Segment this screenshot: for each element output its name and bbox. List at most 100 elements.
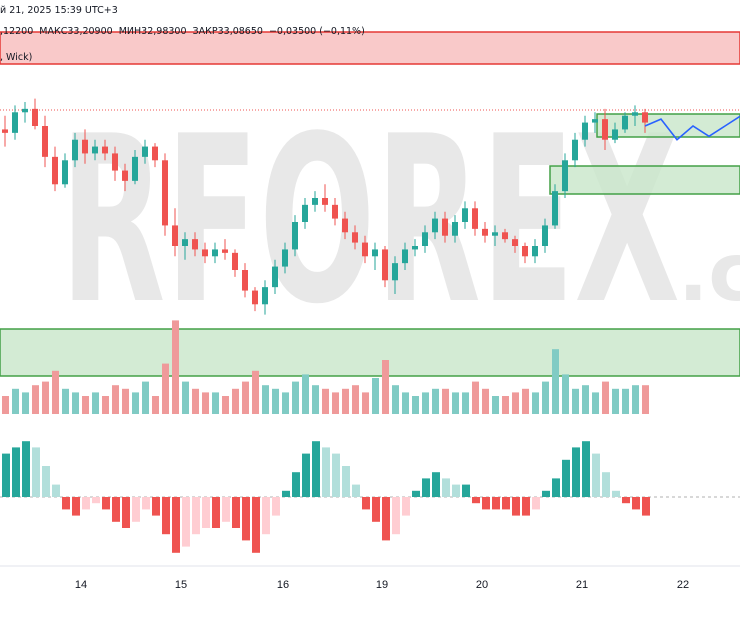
oscillator-bar <box>122 497 130 528</box>
volume-bar <box>152 396 159 414</box>
candle-body <box>52 156 58 185</box>
volume-bar <box>2 396 9 414</box>
volume-bar <box>172 320 179 414</box>
oscillator-bar <box>12 447 20 497</box>
candle-body <box>292 222 298 250</box>
volume-bar <box>362 392 369 414</box>
candle-body <box>322 198 328 205</box>
candle-body <box>562 160 568 192</box>
candle-body <box>642 112 648 123</box>
volume-bar <box>342 388 349 414</box>
volume-bar <box>602 381 609 414</box>
oscillator-bar <box>492 497 500 510</box>
volume-bar <box>72 392 79 414</box>
forecast-layer <box>644 115 740 141</box>
candle-body <box>252 290 258 305</box>
candle-body <box>132 156 138 181</box>
candle-body <box>462 208 468 222</box>
volume-bar <box>472 381 479 414</box>
oscillator-bar <box>632 497 640 510</box>
volume-bar <box>372 378 379 414</box>
candle-body <box>492 232 498 236</box>
volume-bar <box>352 385 359 414</box>
candle-body <box>632 112 638 116</box>
candle-body <box>32 108 38 126</box>
oscillator-bar <box>252 497 260 553</box>
volume-bar <box>92 392 99 414</box>
oscillator-bar <box>452 484 460 497</box>
volume-bar <box>12 388 19 414</box>
oscillator-bar <box>612 490 620 497</box>
oscillator-bar <box>192 497 200 535</box>
oscillator-bar <box>52 484 60 497</box>
volume-bar <box>42 381 49 414</box>
volume-bar <box>592 392 599 414</box>
candle-body <box>22 108 28 113</box>
volume-bar <box>62 388 69 414</box>
candle-body <box>262 287 268 305</box>
candle-body <box>542 225 548 246</box>
candle-body <box>512 239 518 246</box>
oscillator-bar <box>32 447 40 497</box>
watermark-suffix: .c <box>678 226 740 319</box>
candle-body <box>162 160 168 226</box>
volume-bar <box>572 388 579 414</box>
oscillator-bar <box>332 453 340 497</box>
oscillator-bar <box>502 497 510 510</box>
oscillator-bar <box>472 497 480 504</box>
oscillator-bar <box>102 497 110 510</box>
oscillator-bar <box>572 447 580 497</box>
support-zone-2 <box>549 165 740 195</box>
oscillator-bar <box>92 497 100 504</box>
candle-body <box>352 232 358 243</box>
oscillator-bar <box>232 497 240 528</box>
candle-body <box>172 225 178 246</box>
volume-bar <box>292 381 299 414</box>
candle-body <box>532 246 538 257</box>
oscillator-bar <box>562 459 570 497</box>
volume-bar <box>612 388 619 414</box>
volume-bar <box>492 396 499 414</box>
x-tick-label: 14 <box>75 579 87 591</box>
oscillator-bar <box>602 472 610 497</box>
oscillator-bar <box>202 497 210 528</box>
volume-bar <box>332 392 339 414</box>
oscillator-bar <box>402 497 410 516</box>
candle-body <box>622 115 628 130</box>
oscillator-bar <box>242 497 250 541</box>
oscillator-bar <box>62 497 70 510</box>
volume-bar <box>642 385 649 414</box>
candle-body <box>592 119 598 123</box>
support-zone-1 <box>596 113 740 138</box>
candle-body <box>522 246 528 257</box>
volume-bar <box>22 392 29 414</box>
volume-bar <box>382 360 389 414</box>
candle-body <box>342 218 348 233</box>
oscillator-layer <box>0 441 740 553</box>
volume-bar <box>282 392 289 414</box>
volume-bar <box>122 388 129 414</box>
zones-layer <box>0 31 740 377</box>
volume-bar <box>182 381 189 414</box>
volume-bar <box>272 388 279 414</box>
candle-body <box>2 129 8 133</box>
volume-bar <box>392 385 399 414</box>
candle-body <box>72 139 78 161</box>
oscillator-bar <box>142 497 150 510</box>
volume-bar <box>82 396 89 414</box>
oscillator-bar <box>442 478 450 497</box>
volume-bar <box>422 392 429 414</box>
volume-bar <box>622 388 629 414</box>
candle-body <box>392 263 398 281</box>
support-zone-3 <box>0 328 740 377</box>
oscillator-bar <box>352 484 360 497</box>
oscillator-bar <box>262 497 270 535</box>
candle-body <box>202 249 208 257</box>
oscillator-bar <box>272 497 280 516</box>
legend-date: й 21, 2025 15:39 UTC+3 <box>0 5 118 16</box>
volume-layer <box>2 320 649 414</box>
oscillator-bar <box>532 497 540 510</box>
volume-bar <box>552 349 559 414</box>
